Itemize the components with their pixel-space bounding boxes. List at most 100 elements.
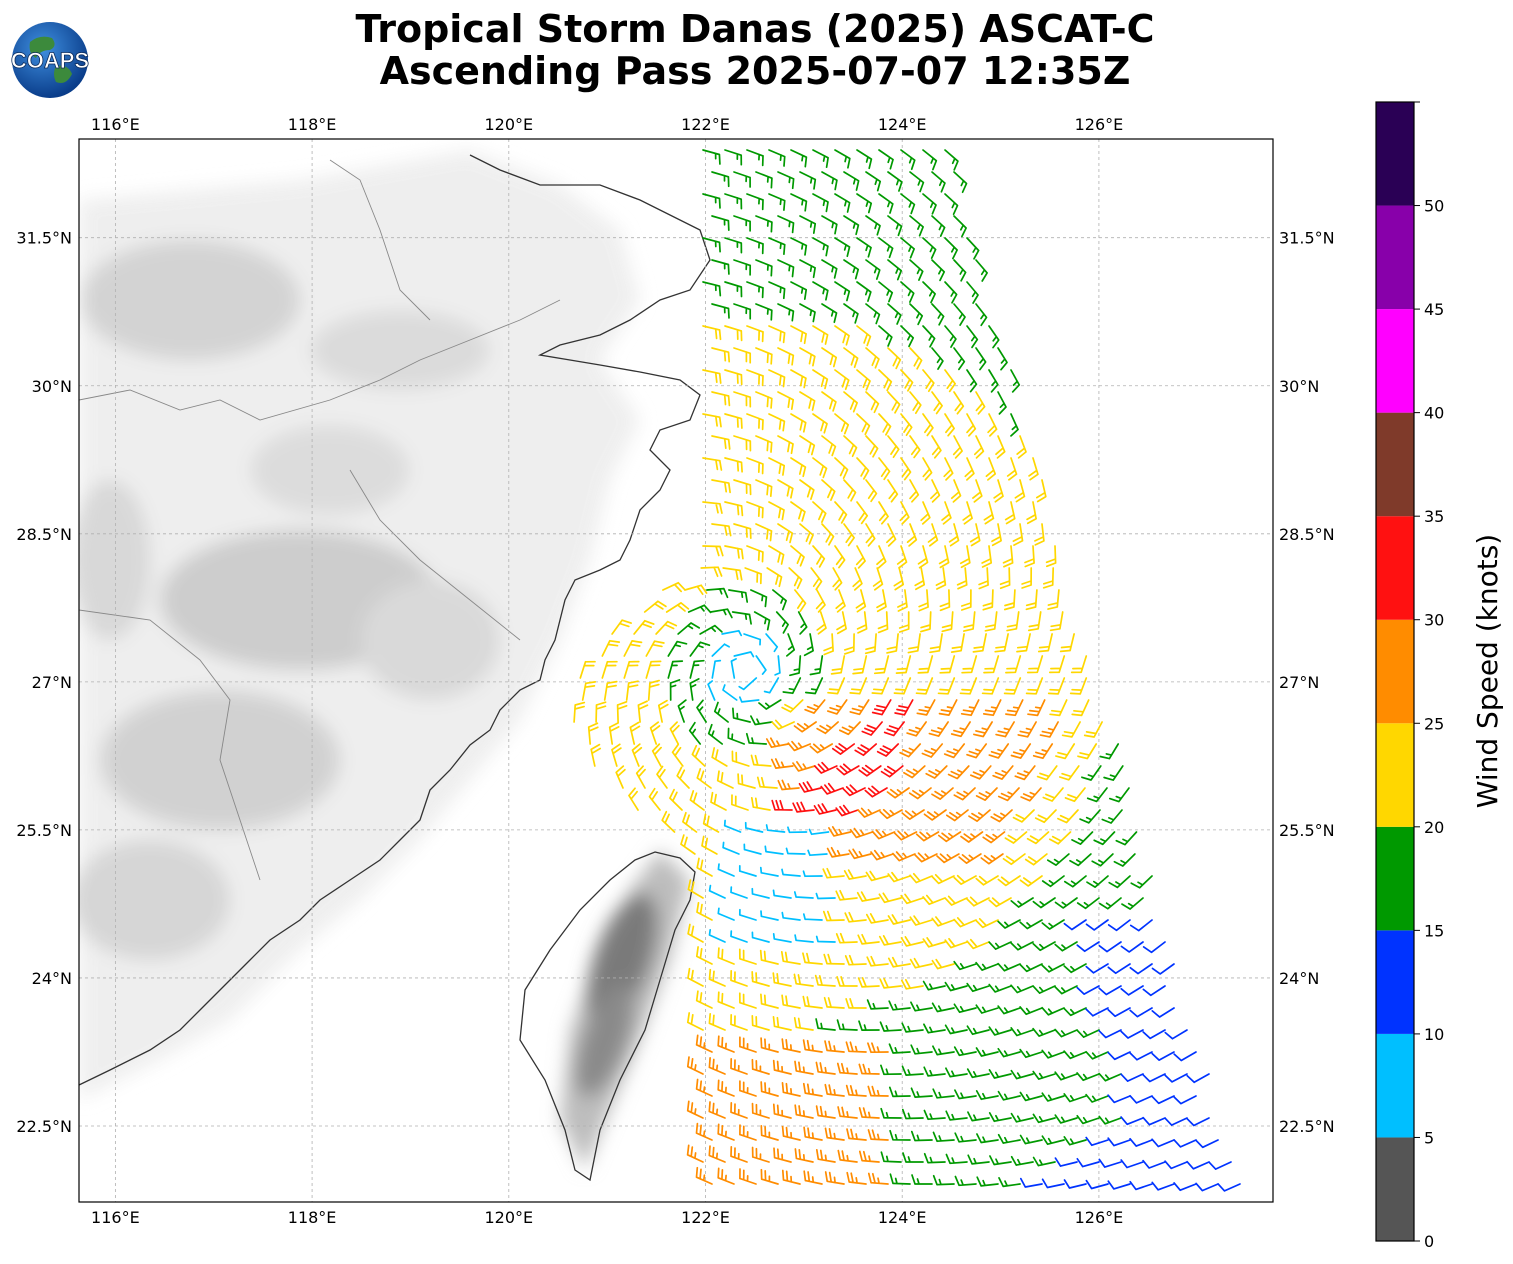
wind-barb xyxy=(887,347,902,370)
wind-barb xyxy=(601,639,621,657)
wind-barb xyxy=(1006,611,1020,632)
wind-barb xyxy=(1164,1029,1188,1040)
wind-barb xyxy=(907,633,921,654)
lon-tick-label: 120°E xyxy=(484,1208,533,1227)
wind-barb xyxy=(865,171,882,192)
wind-barb xyxy=(815,892,836,900)
wind-barb xyxy=(843,259,860,280)
wind-barb xyxy=(790,281,808,300)
wind-barb xyxy=(994,633,1009,653)
wind-barb xyxy=(1041,1092,1065,1102)
wind-barb xyxy=(794,934,814,943)
wind-barb xyxy=(1164,1160,1188,1170)
wind-barb xyxy=(756,776,778,789)
wind-barb xyxy=(1091,853,1114,867)
wind-barb xyxy=(925,765,948,779)
wind-barb xyxy=(944,937,968,949)
wind-barb xyxy=(711,347,731,363)
wind-barb xyxy=(645,660,662,679)
wind-barb xyxy=(966,982,990,993)
wind-barb xyxy=(953,347,966,371)
wind-barb xyxy=(750,796,771,811)
wind-barb xyxy=(1054,1114,1078,1124)
wind-barb xyxy=(781,1038,801,1053)
wind-barb xyxy=(914,852,938,863)
wind-barb xyxy=(900,237,915,259)
wind-barb xyxy=(953,259,967,282)
wind-barb xyxy=(1019,1006,1043,1016)
wind-barb xyxy=(797,611,808,635)
wind-barb xyxy=(739,1168,757,1185)
wind-barb xyxy=(865,870,889,882)
wind-barb xyxy=(1115,831,1138,846)
wind-barb xyxy=(687,967,704,987)
wind-barb xyxy=(1129,1180,1153,1191)
wind-barb xyxy=(730,969,748,987)
wind-barb xyxy=(1049,699,1068,717)
wind-barb xyxy=(772,972,792,987)
lat-tick-label: 28.5°N xyxy=(1279,525,1335,544)
wind-barb xyxy=(878,457,891,481)
wind-barb xyxy=(988,983,1012,993)
wind-barb xyxy=(923,1109,946,1121)
wind-barb xyxy=(724,369,743,386)
wind-barb xyxy=(788,567,803,590)
wind-barb xyxy=(879,808,903,820)
wind-barb xyxy=(799,479,815,500)
wind-barb xyxy=(1010,743,1032,759)
wind-barb xyxy=(804,677,824,695)
wind-barb xyxy=(755,171,773,189)
wind-barb xyxy=(786,633,796,657)
wind-barb xyxy=(997,1047,1021,1058)
wind-barb xyxy=(790,457,807,478)
colorbar-bin xyxy=(1376,723,1414,827)
wind-barb xyxy=(728,589,749,603)
wind-barb xyxy=(1002,545,1014,568)
wind-barb xyxy=(917,655,934,674)
wind-barb xyxy=(982,699,1002,717)
wind-barb xyxy=(635,765,646,789)
wind-barb xyxy=(1054,1157,1078,1167)
wind-barb xyxy=(876,545,887,569)
wind-barb xyxy=(739,1036,757,1053)
wind-barb xyxy=(846,1171,867,1185)
wind-barb xyxy=(887,303,902,325)
wind-barb xyxy=(820,782,844,795)
wind-barb xyxy=(879,977,902,989)
lon-tick-label: 122°E xyxy=(681,1208,730,1227)
wind-barb xyxy=(821,303,838,324)
wind-barb xyxy=(746,457,764,475)
wind-barb xyxy=(781,994,801,1009)
wind-barb xyxy=(931,391,943,415)
wind-barb xyxy=(920,501,931,525)
wind-barb xyxy=(1195,1182,1219,1192)
wind-barb xyxy=(655,620,678,635)
wind-barb xyxy=(651,743,662,767)
wind-barb xyxy=(803,1170,823,1185)
wind-barb xyxy=(1142,941,1166,954)
wind-barb xyxy=(738,992,757,1009)
wind-barb xyxy=(799,259,816,279)
wind-barb xyxy=(1069,677,1088,695)
wind-barb xyxy=(879,1021,902,1032)
wind-barb xyxy=(760,1124,779,1141)
wind-barb xyxy=(901,1108,924,1120)
wind-barb xyxy=(724,501,744,517)
wind-barb xyxy=(945,1153,968,1165)
wind-barb xyxy=(922,325,936,348)
wind-barb xyxy=(865,523,876,547)
wind-barb xyxy=(975,961,999,971)
wind-barb xyxy=(1076,897,1100,910)
wind-barb xyxy=(1021,567,1033,589)
wind-barb xyxy=(824,1040,845,1053)
lat-tick-label: 24°N xyxy=(1279,969,1319,988)
wind-barb xyxy=(777,171,795,190)
wind-barb xyxy=(760,993,779,1009)
wind-barb xyxy=(878,935,902,946)
wind-barb xyxy=(730,658,737,679)
wind-barb xyxy=(717,1079,735,1097)
wind-barb xyxy=(688,721,702,745)
wind-barb xyxy=(931,215,946,237)
wind-barb xyxy=(802,1039,823,1053)
wind-barb xyxy=(616,700,628,723)
